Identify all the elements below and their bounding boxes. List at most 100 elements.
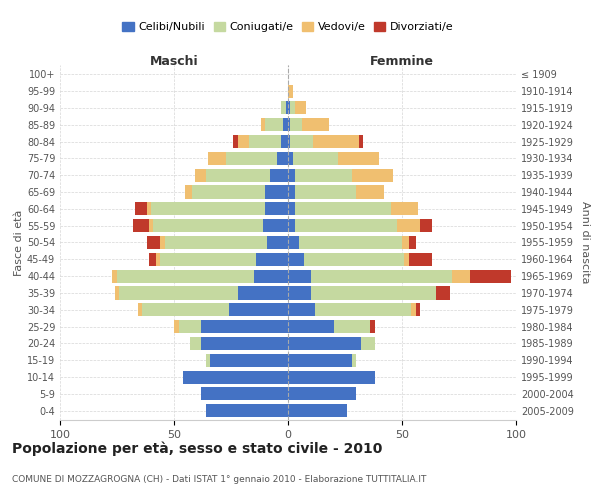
Bar — [288, 84, 293, 98]
Bar — [194, 168, 206, 182]
Bar — [391, 202, 418, 215]
Bar — [233, 135, 238, 148]
Bar — [265, 202, 288, 215]
Bar — [470, 270, 511, 282]
Bar — [265, 118, 283, 132]
Bar — [293, 152, 338, 165]
Bar — [154, 219, 263, 232]
Bar — [202, 388, 288, 400]
Bar — [416, 303, 420, 316]
Bar — [185, 186, 192, 198]
Bar — [290, 118, 302, 132]
Bar — [313, 135, 359, 148]
Bar — [295, 202, 391, 215]
Bar — [254, 270, 288, 282]
Bar — [288, 118, 290, 132]
Bar — [295, 102, 306, 114]
Bar — [183, 370, 288, 384]
Bar — [117, 270, 254, 282]
Bar — [115, 286, 119, 300]
Text: Femmine: Femmine — [370, 54, 434, 68]
Bar — [404, 253, 409, 266]
Bar — [165, 236, 268, 249]
Bar — [290, 102, 295, 114]
Text: Popolazione per età, sesso e stato civile - 2010: Popolazione per età, sesso e stato civil… — [12, 441, 382, 456]
Bar — [334, 320, 370, 333]
Bar — [206, 404, 288, 417]
Bar — [290, 135, 313, 148]
Text: COMUNE DI MOZZAGROGNA (CH) - Dati ISTAT 1° gennaio 2010 - Elaborazione TUTTITALI: COMUNE DI MOZZAGROGNA (CH) - Dati ISTAT … — [12, 476, 427, 484]
Bar — [338, 152, 379, 165]
Bar — [288, 404, 347, 417]
Bar — [370, 320, 374, 333]
Bar — [283, 118, 288, 132]
Bar — [211, 354, 288, 367]
Bar — [112, 270, 117, 282]
Bar — [356, 186, 384, 198]
Bar — [295, 219, 397, 232]
Bar — [402, 236, 409, 249]
Bar — [288, 102, 290, 114]
Bar — [288, 320, 334, 333]
Bar — [202, 337, 288, 350]
Y-axis label: Anni di nascita: Anni di nascita — [580, 201, 590, 284]
Bar — [281, 102, 286, 114]
Bar — [192, 186, 265, 198]
Bar — [119, 286, 238, 300]
Bar — [397, 219, 420, 232]
Bar — [288, 236, 299, 249]
Bar — [277, 152, 288, 165]
Bar — [409, 253, 431, 266]
Bar — [256, 253, 288, 266]
Bar — [288, 202, 295, 215]
Bar — [156, 253, 160, 266]
Bar — [260, 118, 265, 132]
Bar — [288, 135, 290, 148]
Bar — [288, 219, 295, 232]
Bar — [288, 253, 304, 266]
Bar — [226, 152, 277, 165]
Bar — [316, 303, 411, 316]
Bar — [311, 270, 452, 282]
Legend: Celibi/Nubili, Coniugati/e, Vedovi/e, Divorziati/e: Celibi/Nubili, Coniugati/e, Vedovi/e, Di… — [118, 18, 458, 36]
Bar — [288, 186, 295, 198]
Bar — [206, 354, 211, 367]
Bar — [151, 202, 265, 215]
Bar — [409, 236, 416, 249]
Bar — [190, 337, 202, 350]
Bar — [174, 320, 179, 333]
Bar — [295, 168, 352, 182]
Bar — [352, 354, 356, 367]
Bar — [160, 236, 165, 249]
Bar — [149, 253, 156, 266]
Bar — [420, 219, 431, 232]
Bar — [268, 236, 288, 249]
Bar — [288, 388, 356, 400]
Bar — [411, 303, 416, 316]
Bar — [179, 320, 202, 333]
Bar — [288, 270, 311, 282]
Bar — [288, 168, 295, 182]
Bar — [135, 202, 146, 215]
Bar — [229, 303, 288, 316]
Bar — [452, 270, 470, 282]
Bar — [288, 370, 374, 384]
Bar — [286, 102, 288, 114]
Bar — [146, 202, 151, 215]
Bar — [288, 354, 352, 367]
Bar — [302, 118, 329, 132]
Bar — [304, 253, 404, 266]
Bar — [133, 219, 149, 232]
Bar — [311, 286, 436, 300]
Bar — [295, 186, 356, 198]
Bar — [270, 168, 288, 182]
Bar — [361, 337, 374, 350]
Bar — [149, 219, 154, 232]
Bar — [238, 286, 288, 300]
Bar — [202, 320, 288, 333]
Bar — [146, 236, 160, 249]
Bar — [359, 135, 363, 148]
Bar — [208, 152, 226, 165]
Bar — [263, 219, 288, 232]
Bar — [265, 186, 288, 198]
